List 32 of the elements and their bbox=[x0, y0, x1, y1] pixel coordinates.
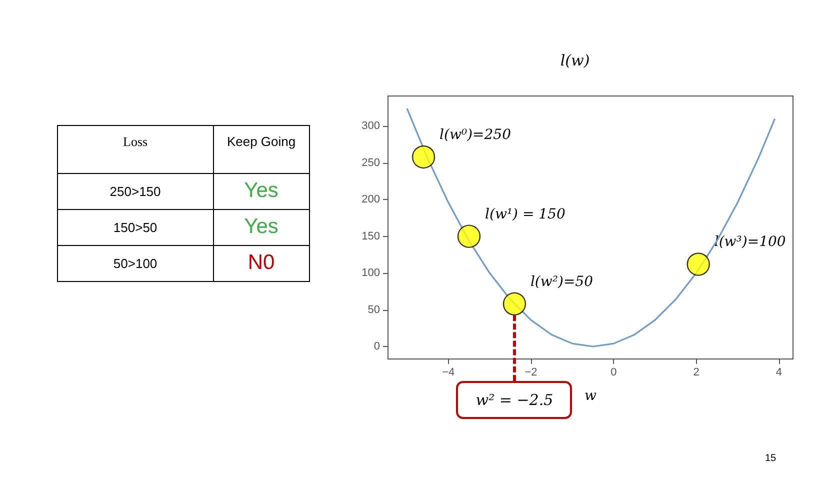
y-tick-label: 100 bbox=[362, 267, 380, 280]
text: Keep Going bbox=[213, 126, 310, 174]
text: Yes bbox=[213, 174, 310, 210]
annotation: l(w²)=50 bbox=[530, 274, 594, 290]
y-tick-label: 150 bbox=[362, 230, 380, 242]
point bbox=[502, 292, 526, 316]
y-tick-label: 200 bbox=[362, 194, 380, 206]
chart-title: l(w) bbox=[560, 52, 590, 70]
y-tick-label: 300 bbox=[362, 120, 380, 132]
y-tick-label: 250 bbox=[362, 156, 380, 169]
x-tick-label: 4 bbox=[776, 366, 782, 378]
point bbox=[686, 252, 710, 276]
annotation: l(w¹) = 150 bbox=[485, 206, 566, 222]
point bbox=[457, 224, 481, 248]
y-tick-label: 0 bbox=[374, 340, 380, 353]
text: Loss bbox=[58, 126, 214, 174]
y-tick-label: 50 bbox=[368, 304, 380, 316]
annotation: l(w³)=100 bbox=[714, 234, 786, 250]
text: 150>50 bbox=[58, 210, 214, 246]
text: 250>150 bbox=[58, 174, 214, 210]
x-axis-title: w bbox=[584, 388, 597, 404]
x-tick-label: −2 bbox=[524, 366, 538, 378]
x-tick-label: 0 bbox=[610, 366, 617, 378]
point bbox=[412, 145, 436, 169]
text: 50>100 bbox=[58, 246, 214, 282]
text: N0 bbox=[213, 246, 310, 282]
callout-box: w² = −2.5 bbox=[456, 381, 572, 419]
text: 15 bbox=[765, 453, 776, 464]
x-tick-label: −4 bbox=[442, 366, 455, 378]
text: Yes bbox=[213, 210, 310, 246]
annotation: l(w⁰)=250 bbox=[440, 126, 512, 143]
x-tick-label: 2 bbox=[693, 366, 700, 378]
